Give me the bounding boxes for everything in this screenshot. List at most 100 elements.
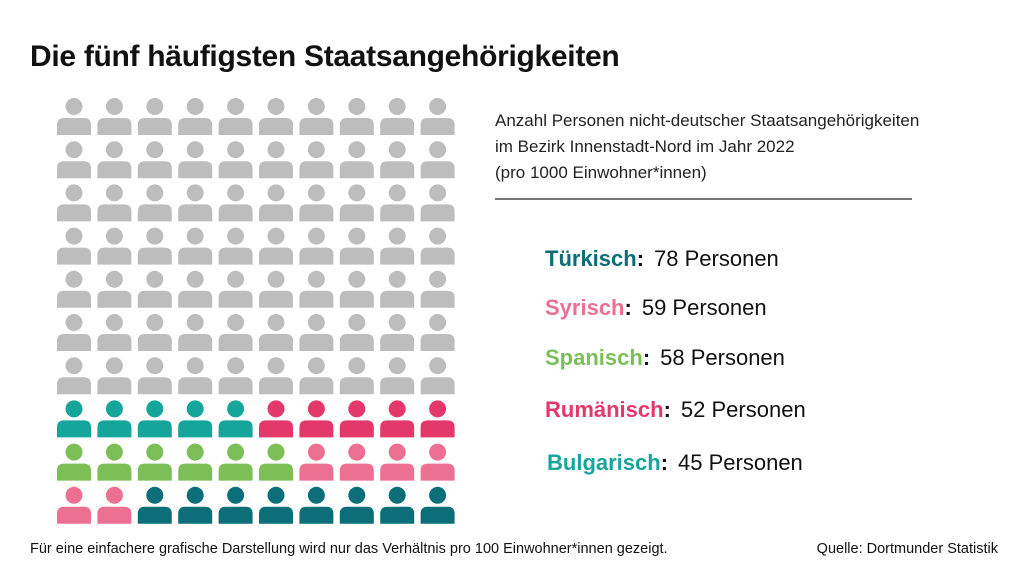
person-icon: [218, 486, 253, 524]
legend-colon: :: [663, 397, 671, 422]
person-icon: [380, 184, 415, 222]
person-icon: [380, 357, 415, 395]
divider: [495, 198, 912, 200]
person-icon: [218, 400, 253, 438]
person-icon: [380, 314, 415, 351]
person-icon: [97, 227, 132, 265]
person-icon: [57, 184, 91, 222]
legend-category-label: Spanisch: [545, 345, 643, 370]
person-icon: [57, 98, 91, 135]
person-icon: [299, 314, 334, 351]
person-icon: [380, 141, 415, 179]
person-icon: [299, 141, 334, 179]
person-icon: [57, 141, 91, 179]
person-icon: [178, 314, 213, 351]
person-icon: [339, 141, 374, 179]
legend-value: 58 Personen: [660, 345, 785, 370]
person-icon: [420, 270, 455, 308]
person-icon: [420, 400, 455, 438]
person-icon: [218, 357, 253, 395]
person-icon: [259, 227, 293, 265]
legend-colon: :: [636, 246, 645, 271]
person-icon: [259, 184, 293, 222]
person-icon: [218, 270, 253, 308]
person-icon: [57, 400, 91, 438]
person-icon: [259, 357, 293, 395]
person-icon: [420, 314, 455, 351]
person-icon: [339, 400, 374, 438]
person-icon: [420, 184, 455, 222]
person-icon: [218, 141, 253, 179]
person-icon: [299, 184, 334, 222]
person-icon: [97, 486, 132, 524]
person-icon: [178, 98, 213, 135]
person-icon: [420, 486, 455, 524]
legend-colon: :: [660, 450, 669, 475]
person-icon: [178, 141, 213, 179]
person-icon: [380, 443, 415, 481]
person-icon: [218, 443, 253, 481]
person-icon: [57, 314, 91, 351]
person-icon: [57, 486, 91, 524]
person-icon: [97, 357, 132, 395]
person-icon: [380, 227, 415, 265]
person-icon: [137, 443, 172, 481]
person-icon: [299, 486, 334, 524]
subtitle-line-3: (pro 1000 Einwohner*innen): [495, 163, 707, 182]
person-icon: [137, 184, 172, 222]
person-icon: [339, 357, 374, 395]
person-icon: [380, 486, 415, 524]
person-icon: [137, 270, 172, 308]
legend-item: Rumänisch: 52 Personen: [545, 397, 806, 423]
person-icon: [380, 270, 415, 308]
person-icon: [420, 141, 455, 179]
source-note: Quelle: Dortmunder Statistik: [816, 541, 998, 557]
legend-category-label: Türkisch: [545, 246, 637, 271]
legend-category-label: Rumänisch: [545, 397, 664, 422]
legend-category-label: Syrisch: [545, 295, 625, 320]
legend-colon: :: [642, 345, 651, 370]
person-icon: [299, 443, 334, 481]
person-icon: [299, 357, 334, 395]
chart-subtitle: Anzahl Personen nicht-deutscher Staatsan…: [495, 108, 995, 186]
person-icon: [420, 227, 455, 265]
person-icon: [218, 314, 253, 351]
person-icon: [339, 486, 374, 524]
subtitle-line-2: im Bezirk Innenstadt-Nord im Jahr 2022: [495, 137, 795, 156]
person-icon: [57, 443, 91, 481]
person-icon: [218, 184, 253, 222]
person-icon: [57, 357, 91, 395]
legend-colon: :: [624, 295, 632, 320]
person-icon: [137, 486, 172, 524]
person-icon: [97, 400, 132, 438]
person-icon: [178, 357, 213, 395]
person-icon: [178, 270, 213, 308]
subtitle-line-1: Anzahl Personen nicht-deutscher Staatsan…: [495, 111, 920, 130]
person-icon: [259, 141, 293, 179]
legend-item: Spanisch: 58 Personen: [545, 345, 785, 371]
person-icon: [259, 443, 293, 481]
person-icon: [259, 98, 293, 135]
person-icon: [299, 270, 334, 308]
person-icon: [137, 141, 172, 179]
person-icon: [137, 400, 172, 438]
person-icon: [420, 98, 455, 135]
legend-value: 52 Personen: [680, 397, 806, 422]
person-icon: [299, 98, 334, 135]
person-icon: [137, 227, 172, 265]
person-icon: [259, 270, 293, 308]
person-icon: [259, 486, 293, 524]
chart-title: Die fünf häufigsten Staatsangehörigkeite…: [30, 40, 620, 73]
person-icon: [178, 443, 213, 481]
person-icon: [259, 314, 293, 351]
person-icon: [97, 98, 132, 135]
person-icon: [420, 357, 455, 395]
person-icon: [339, 227, 374, 265]
waffle-chart: [57, 98, 455, 524]
legend-item: Türkisch: 78 Personen: [545, 246, 779, 272]
person-icon: [299, 227, 334, 265]
legend-item: Syrisch: 59 Personen: [545, 295, 767, 321]
person-icon: [380, 400, 415, 438]
person-icon: [259, 400, 293, 438]
person-icon: [299, 400, 334, 438]
